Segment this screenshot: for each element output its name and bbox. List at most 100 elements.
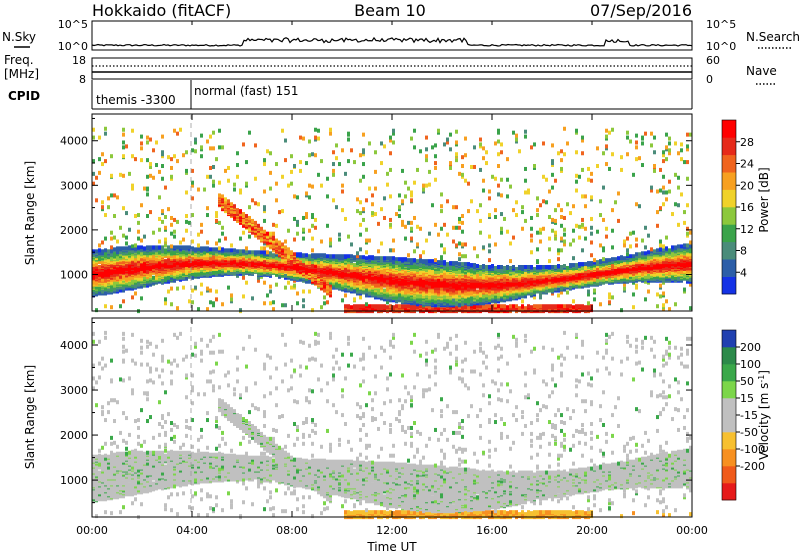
power-cell	[95, 308, 98, 313]
power-cell	[329, 267, 332, 272]
power-cell	[131, 154, 134, 159]
power-cell	[350, 242, 353, 247]
power-cell	[284, 273, 287, 278]
power-cell	[464, 178, 467, 183]
power-cell	[284, 260, 287, 265]
power-cell	[191, 213, 194, 218]
power-cell	[269, 251, 272, 256]
power-cell	[464, 262, 467, 267]
power-cell	[407, 258, 410, 263]
power-cell	[404, 257, 407, 262]
power-cell	[251, 198, 254, 203]
power-cell	[413, 128, 416, 133]
power-cell	[380, 241, 383, 246]
power-cell	[215, 214, 218, 219]
power-cell	[302, 289, 305, 294]
freq-left-tick-top: 18	[72, 54, 86, 67]
power-cell	[311, 223, 314, 228]
power-cell	[251, 230, 254, 235]
power-cell	[449, 161, 452, 166]
power-cell	[347, 131, 350, 136]
power-cell	[101, 249, 104, 254]
power-cell	[113, 235, 116, 240]
power-cell	[158, 261, 161, 266]
power-cell	[467, 262, 470, 267]
power-cell	[104, 248, 107, 253]
power-cell	[215, 157, 218, 162]
power-cell	[287, 228, 290, 233]
power-cell	[434, 143, 437, 148]
power-cell	[344, 171, 347, 176]
power-cell	[365, 302, 368, 307]
power-cell	[227, 285, 230, 290]
power-cell	[458, 241, 461, 246]
power-cell	[461, 229, 464, 234]
power-cell	[179, 245, 182, 250]
power-cell	[437, 128, 440, 133]
date-title: 07/Sep/2016	[590, 1, 692, 20]
power-cell	[371, 202, 374, 207]
power-cell	[200, 282, 203, 287]
power-cell	[410, 220, 413, 225]
power-cell	[419, 258, 422, 263]
power-cell	[185, 275, 188, 280]
power-cell	[104, 282, 107, 287]
power-cell	[158, 245, 161, 250]
power-cell	[392, 140, 395, 145]
power-cell	[296, 252, 299, 257]
power-cell	[269, 231, 272, 236]
power-cell	[467, 181, 470, 186]
power-cell	[341, 254, 344, 259]
power-cell	[122, 127, 125, 132]
power-cell	[104, 236, 107, 241]
power-cell	[302, 136, 305, 141]
power-cell	[452, 261, 455, 266]
power-cell	[482, 156, 485, 161]
power-cell	[284, 138, 287, 143]
power-cell	[356, 304, 359, 309]
freq-right-tick-bottom: 0	[706, 73, 713, 86]
power-cell	[320, 273, 323, 278]
power-cell	[407, 186, 410, 191]
power-cell	[92, 159, 95, 164]
power-cell	[233, 182, 236, 187]
power-cell	[242, 218, 245, 223]
power-cell	[101, 162, 104, 167]
power-cell	[191, 168, 194, 173]
power-cell	[302, 215, 305, 220]
power-cell	[269, 170, 272, 175]
power-cell	[359, 211, 362, 216]
power-cell	[254, 250, 257, 255]
power-cell	[182, 237, 185, 242]
power-cell	[383, 288, 386, 293]
power-cell	[281, 268, 284, 273]
power-cell	[320, 183, 323, 188]
power-cell	[140, 158, 143, 163]
power-cell	[164, 248, 167, 253]
power-cell	[101, 260, 104, 265]
power-cell	[296, 263, 299, 268]
power-cell	[461, 155, 464, 160]
power-cell	[320, 305, 323, 310]
power-cell	[284, 158, 287, 163]
power-cell	[245, 280, 248, 285]
power-cell	[257, 278, 260, 283]
power-cell	[422, 250, 425, 255]
power-cell	[326, 194, 329, 199]
power-cell	[194, 285, 197, 290]
power-cell	[248, 227, 251, 232]
power-cell	[239, 209, 242, 214]
power-cell	[188, 220, 191, 225]
power-cell	[131, 244, 134, 249]
power-cell	[467, 291, 470, 296]
power-cell	[134, 157, 137, 162]
power-cell	[197, 243, 200, 248]
power-cell	[401, 168, 404, 173]
power-cell	[422, 259, 425, 264]
power-cell	[182, 285, 185, 290]
nsky-trace-line	[91, 36, 693, 47]
power-cell	[143, 246, 146, 251]
power-cell	[401, 257, 404, 262]
power-cell	[152, 254, 155, 259]
power-cell	[425, 147, 428, 152]
